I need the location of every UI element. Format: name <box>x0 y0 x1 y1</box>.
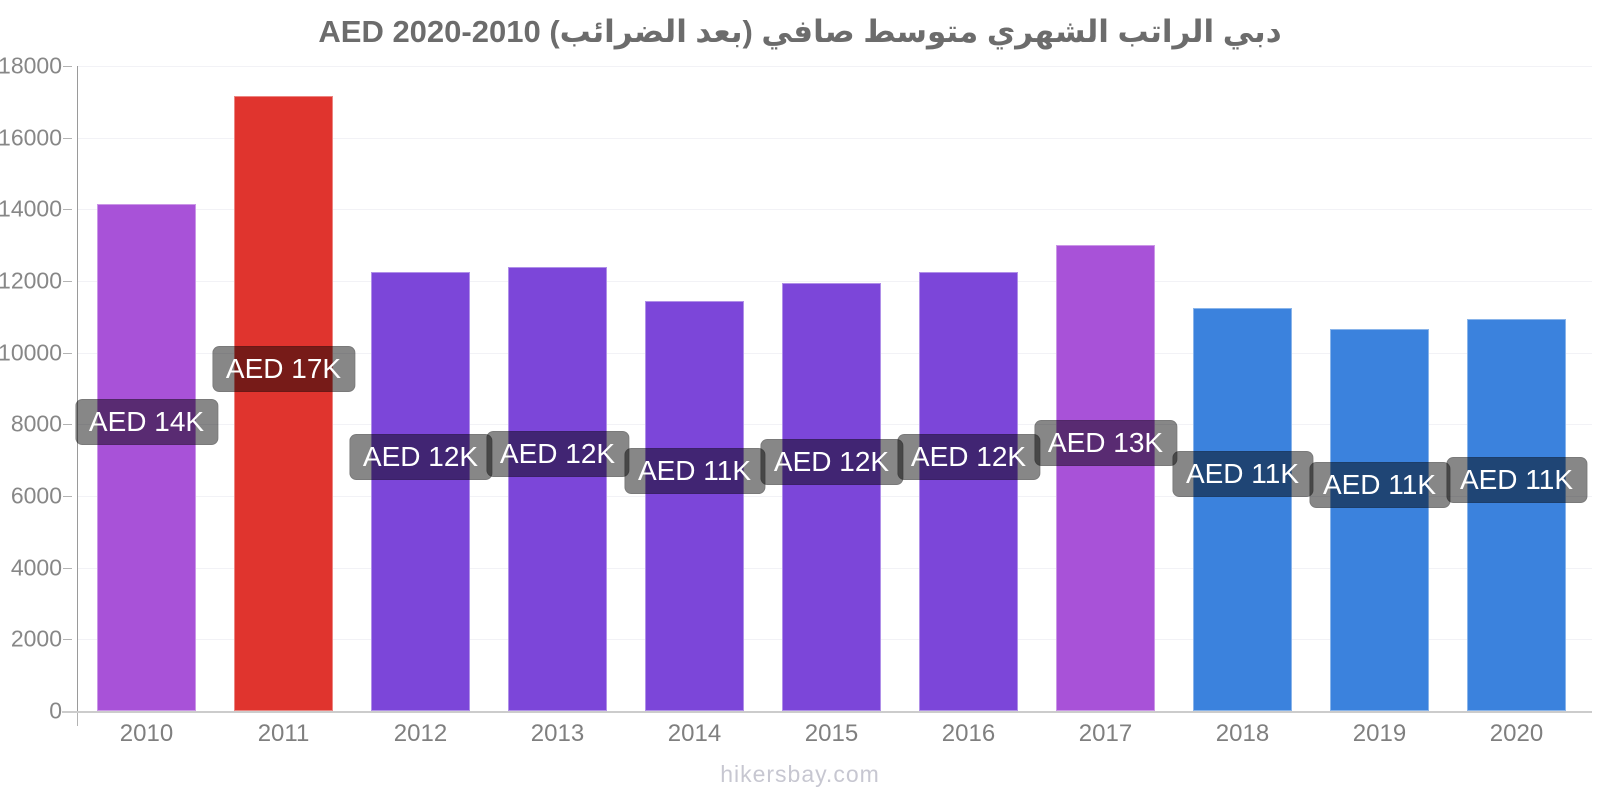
gridline-18000 <box>78 66 1592 67</box>
bar-value-label-2015: AED 12K <box>759 438 904 485</box>
bar-2016[interactable] <box>919 272 1018 711</box>
y-tick-label-14000: 14000 <box>0 195 62 222</box>
x-tick-label-2020: 2020 <box>1489 720 1544 747</box>
x-tick-label-2010: 2010 <box>119 720 174 747</box>
bar-value-label-2017: AED 13K <box>1033 420 1178 467</box>
y-tick-14000 <box>63 209 72 211</box>
bar-2019[interactable] <box>1330 329 1429 711</box>
bar-value-label-2011: AED 17K <box>211 345 356 392</box>
bar-2012[interactable] <box>371 272 470 711</box>
y-tick-label-0: 0 <box>49 697 62 724</box>
y-tick-label-12000: 12000 <box>0 267 62 294</box>
y-tick-label-2000: 2000 <box>10 625 62 652</box>
x-tick-label-2016: 2016 <box>941 720 996 747</box>
y-tick-16000 <box>63 137 72 139</box>
gridline-12000 <box>78 281 1592 282</box>
y-tick-label-4000: 4000 <box>10 554 62 581</box>
x-tick-label-2018: 2018 <box>1215 720 1270 747</box>
bar-value-label-2020: AED 11K <box>1445 456 1588 503</box>
x-tick-label-2019: 2019 <box>1352 720 1407 747</box>
x-axis-line <box>62 711 1592 713</box>
x-tick-label-2012: 2012 <box>393 720 448 747</box>
gridline-16000 <box>78 137 1592 139</box>
y-tick-10000 <box>63 352 72 354</box>
bar-2014[interactable] <box>645 300 744 711</box>
x-tick-label-2011: 2011 <box>257 720 310 747</box>
bar-2020[interactable] <box>1467 318 1566 711</box>
y-tick-12000 <box>63 281 72 282</box>
bar-value-label-2014: AED 11K <box>623 447 766 494</box>
bar-2013[interactable] <box>508 266 607 711</box>
gridline-14000 <box>78 209 1592 211</box>
y-tick-8000 <box>63 424 72 426</box>
y-tick-4000 <box>63 567 72 569</box>
y-tick-label-8000: 8000 <box>10 410 62 437</box>
bar-2015[interactable] <box>782 282 881 711</box>
y-tick-label-10000: 10000 <box>0 339 62 366</box>
bar-value-label-2013: AED 12K <box>485 430 630 477</box>
chart-title: دبي الراتب الشهري متوسط صافي (بعد الضرائ… <box>318 14 1282 49</box>
y-tick-2000 <box>63 639 72 641</box>
x-axis-zero-tick <box>77 713 78 726</box>
x-tick-label-2013: 2013 <box>530 720 585 747</box>
bar-value-label-2010: AED 14K <box>74 399 219 446</box>
x-tick-label-2014: 2014 <box>667 720 722 747</box>
watermark: hikersbay.com <box>720 761 880 787</box>
bar-2018[interactable] <box>1193 307 1292 711</box>
bar-value-label-2019: AED 11K <box>1308 462 1451 509</box>
bar-2017[interactable] <box>1056 245 1155 711</box>
bar-value-label-2016: AED 12K <box>896 433 1041 480</box>
y-tick-label-18000: 18000 <box>0 52 62 79</box>
y-tick-18000 <box>63 66 72 67</box>
bar-value-label-2018: AED 11K <box>1171 451 1314 498</box>
x-tick-label-2017: 2017 <box>1078 720 1133 747</box>
y-tick-label-6000: 6000 <box>10 482 62 509</box>
y-tick-label-16000: 16000 <box>0 124 62 151</box>
x-tick-label-2015: 2015 <box>804 720 859 747</box>
bar-2011[interactable] <box>234 96 333 711</box>
bar-value-label-2012: AED 12K <box>348 433 493 480</box>
bar-2010[interactable] <box>97 203 196 711</box>
y-tick-6000 <box>63 496 72 497</box>
y-axis-line <box>77 66 78 712</box>
